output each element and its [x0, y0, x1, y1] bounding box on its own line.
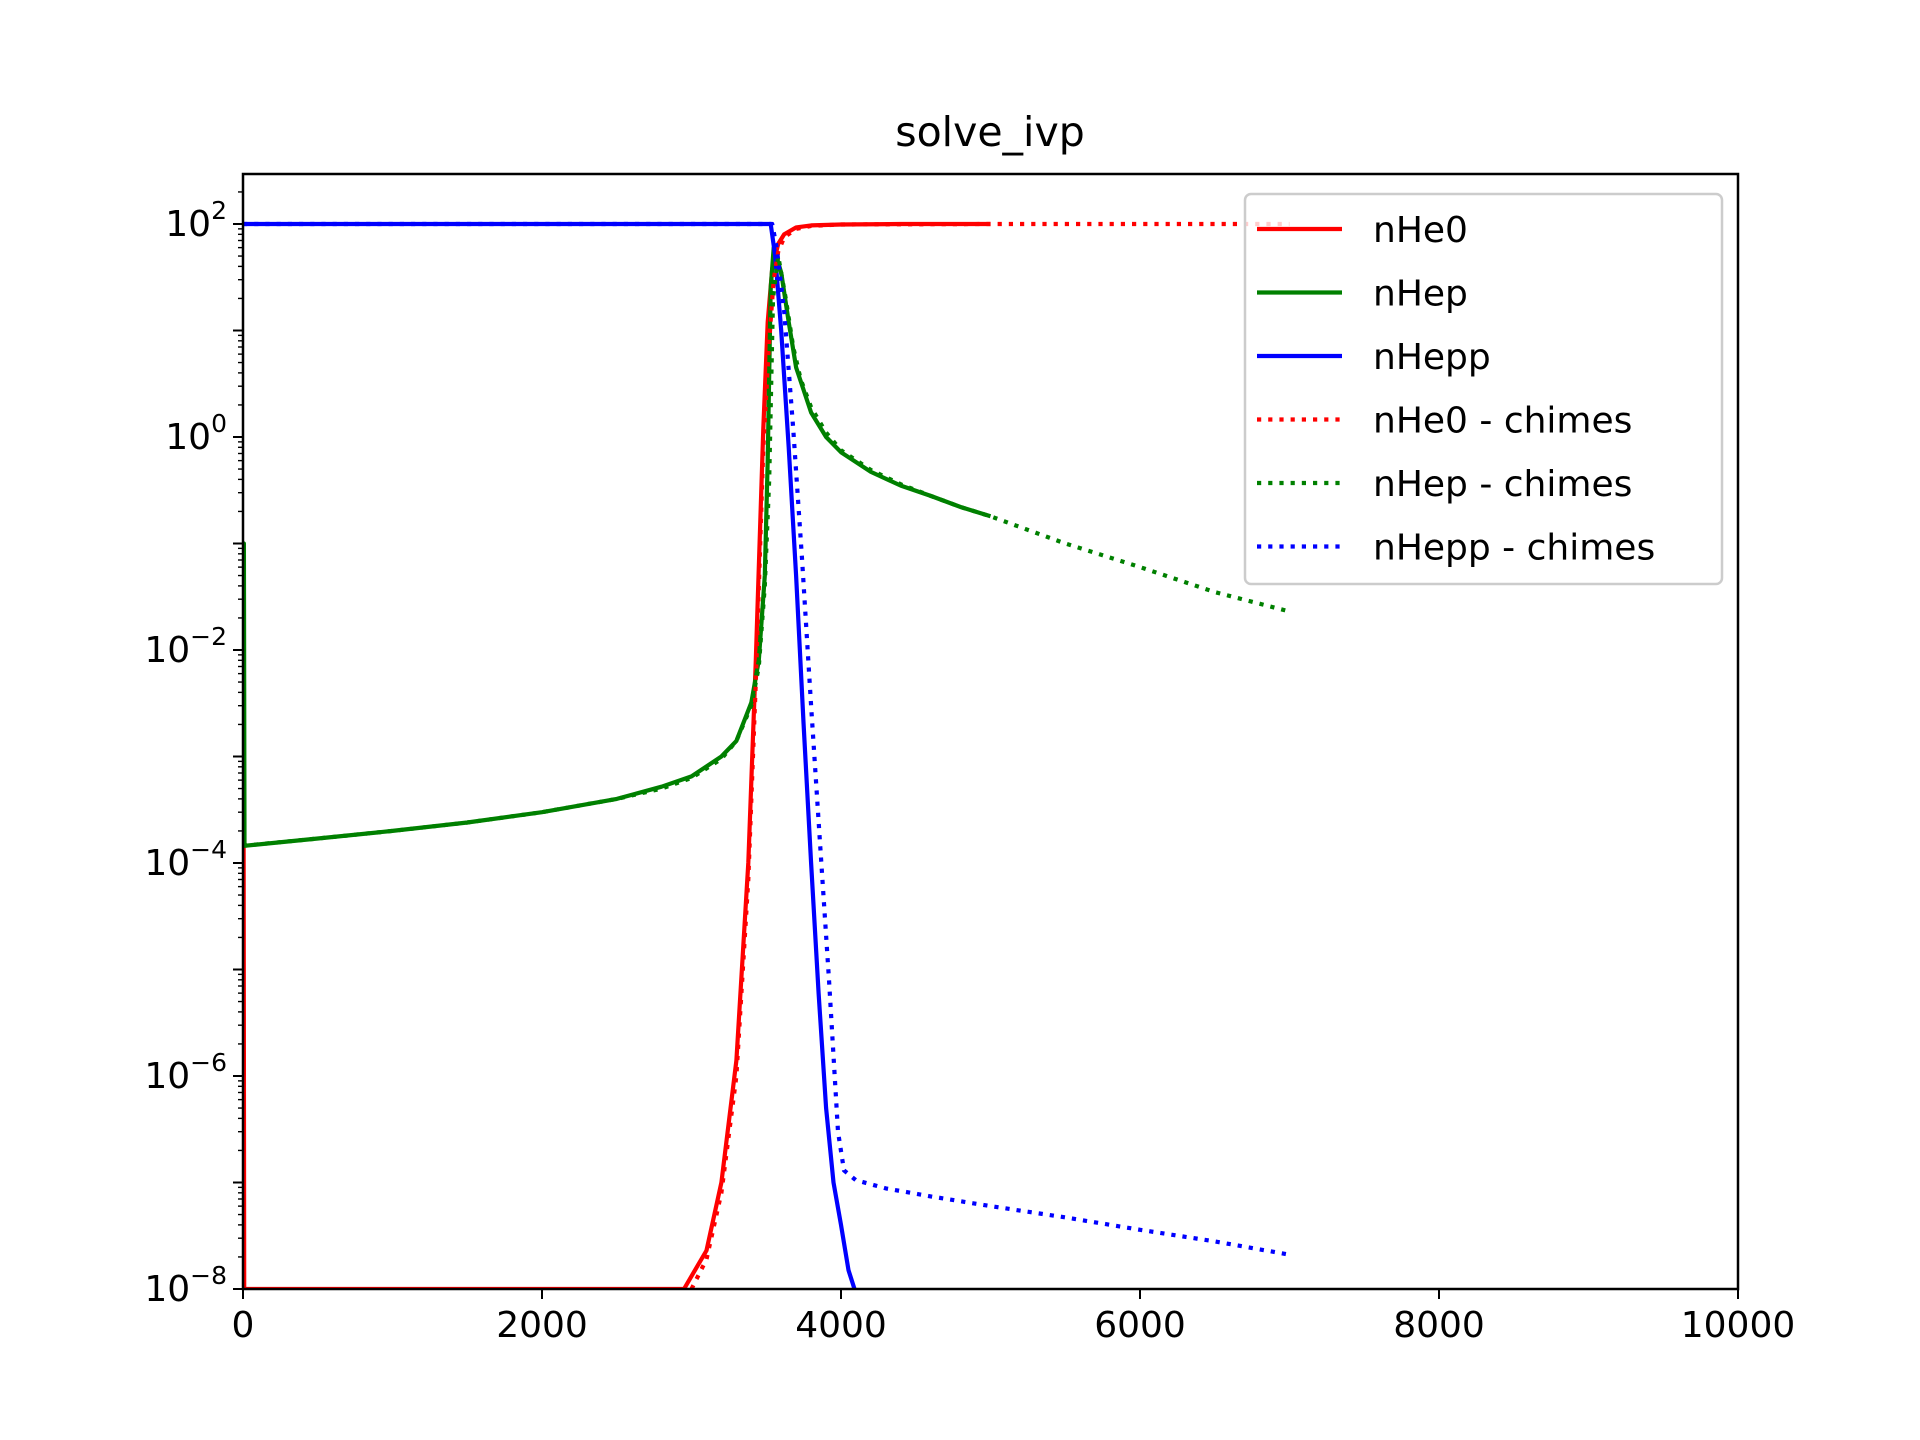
y-tick-label: 10−6: [144, 1048, 227, 1097]
x-tick-label: 4000: [795, 1305, 887, 1346]
legend-label: nHepp: [1373, 337, 1491, 378]
legend-label: nHep - chimes: [1373, 464, 1632, 505]
plot-area: [243, 221, 1291, 1289]
series-line-nhepp-chimes: [243, 221, 1290, 1257]
y-tick-label: 10−2: [144, 622, 227, 671]
x-tick-label: 8000: [1393, 1305, 1485, 1346]
x-tick-label: 2000: [496, 1305, 588, 1346]
y-tick-label: 100: [165, 409, 227, 458]
chart-title: solve_ivp: [895, 108, 1085, 156]
y-tick-label: 10−4: [144, 835, 227, 884]
x-tick-label: 10000: [1681, 1305, 1796, 1346]
legend-label: nHep: [1373, 274, 1468, 315]
legend-label: nHe0: [1373, 210, 1468, 251]
legend-label: nHe0 - chimes: [1373, 401, 1632, 442]
x-tick-label: 0: [232, 1305, 255, 1346]
legend-box: [1243, 192, 1724, 586]
y-tick-label: 10−8: [144, 1261, 227, 1310]
series-line-nhe0-chimes: [689, 221, 1290, 1289]
legend-label: nHepp - chimes: [1373, 528, 1655, 569]
x-tick-label: 6000: [1094, 1305, 1186, 1346]
axes-frame: [241, 172, 1740, 1291]
legend: nHe0 nHep nHepp nHe0 - chimes nHep - chimes n…: [1243, 192, 1724, 586]
y-tick-label: 102: [165, 196, 227, 245]
axes: 0 2000 4000 6000 8000 10000 102 100 10−2 10−4 10−6…: [144, 172, 1796, 1346]
